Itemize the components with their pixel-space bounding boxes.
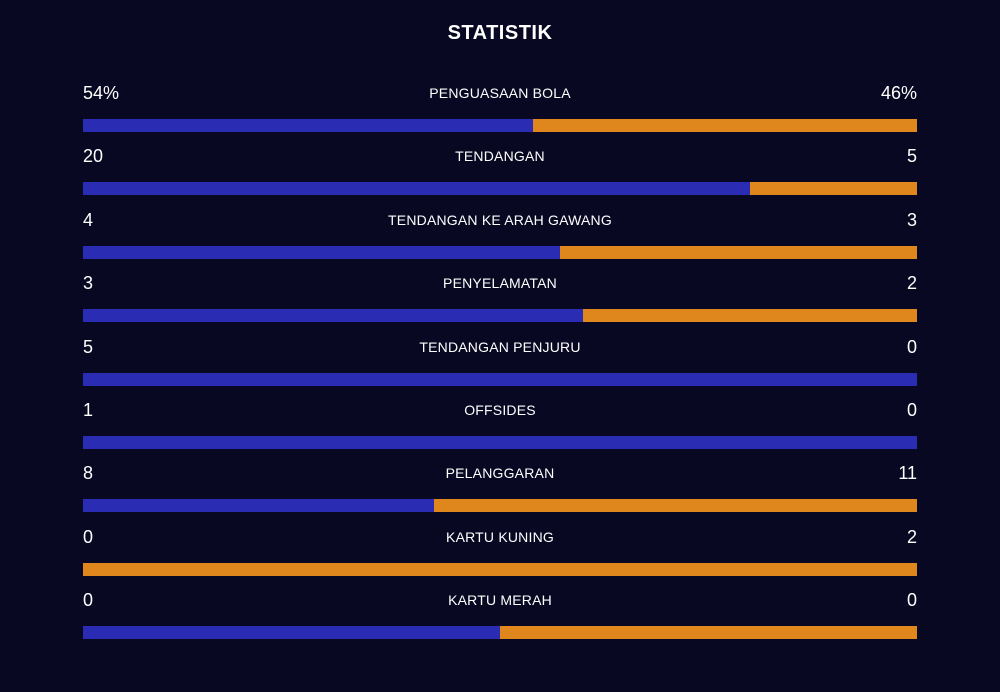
home-value: 0 <box>83 590 94 611</box>
comparison-bar <box>83 499 917 513</box>
away-value: 46% <box>880 83 917 103</box>
stat-label: PELANGGARAN <box>445 465 555 482</box>
stat-row: 0 KARTU KUNING 2 <box>83 523 917 586</box>
away-bar-segment <box>750 182 917 196</box>
comparison-bar <box>83 435 917 449</box>
stat-label: KARTU KUNING <box>446 528 554 545</box>
away-value: 0 <box>906 336 917 357</box>
away-value: 0 <box>906 590 917 611</box>
home-value: 5 <box>83 336 94 357</box>
home-value: 54% <box>83 83 120 103</box>
home-bar-segment <box>83 182 751 196</box>
stat-row: 54% PENGUASAAN BOLA 46% <box>83 79 917 142</box>
away-value: 0 <box>906 399 917 420</box>
stat-row: 0 KARTU MERAH 0 <box>83 586 917 649</box>
away-bar-segment <box>83 562 917 576</box>
home-bar-segment <box>83 435 917 449</box>
home-bar-segment <box>83 499 435 513</box>
away-bar-segment <box>500 626 917 640</box>
home-value: 4 <box>83 209 94 230</box>
stat-row: 1 OFFSIDES 0 <box>83 396 917 459</box>
home-value: 3 <box>83 273 94 294</box>
stat-label: OFFSIDES <box>464 401 536 418</box>
home-value: 20 <box>83 146 104 167</box>
away-value: 2 <box>906 273 917 294</box>
comparison-bar <box>83 182 917 196</box>
away-value: 5 <box>906 146 917 167</box>
away-value: 11 <box>898 463 917 484</box>
stat-row: 20 TENDANGAN 5 <box>83 142 917 205</box>
home-bar-segment <box>83 119 534 132</box>
home-value: 8 <box>83 463 94 484</box>
home-value: 0 <box>83 526 94 547</box>
home-bar-segment <box>83 372 917 386</box>
stat-row: 3 PENYELAMATAN 2 <box>83 269 917 332</box>
away-value: 3 <box>906 209 917 230</box>
stat-label: KARTU MERAH <box>448 592 552 609</box>
stat-label: PENYELAMATAN <box>443 275 557 292</box>
stats-title: STATISTIK <box>447 22 553 44</box>
stat-row: 5 TENDANGAN PENJURU 0 <box>83 333 917 396</box>
stat-row: 8 PELANGGARAN 11 <box>83 459 917 522</box>
stat-label: TENDANGAN KE ARAH GAWANG <box>388 211 612 228</box>
stat-label: PENGUASAAN BOLA <box>429 85 571 101</box>
comparison-bar <box>83 372 917 386</box>
home-bar-segment <box>83 626 500 640</box>
away-bar-segment <box>583 309 917 323</box>
home-bar-segment <box>83 309 584 323</box>
stats-list: 54% PENGUASAAN BOLA 46% 20 TENDANGAN 5 4… <box>83 79 917 650</box>
stat-label: TENDANGAN <box>455 148 545 165</box>
home-bar-segment <box>83 245 560 259</box>
comparison-bar <box>83 119 917 132</box>
stat-row: 4 TENDANGAN KE ARAH GAWANG 3 <box>83 206 917 269</box>
away-bar-segment <box>533 119 917 132</box>
home-value: 1 <box>83 399 94 420</box>
comparison-bar <box>83 309 917 323</box>
away-value: 2 <box>906 526 917 547</box>
away-bar-segment <box>559 245 917 259</box>
away-bar-segment <box>434 499 917 513</box>
comparison-bar <box>83 245 917 259</box>
comparison-bar <box>83 562 917 576</box>
comparison-bar <box>83 626 917 640</box>
stat-label: TENDANGAN PENJURU <box>419 338 581 355</box>
